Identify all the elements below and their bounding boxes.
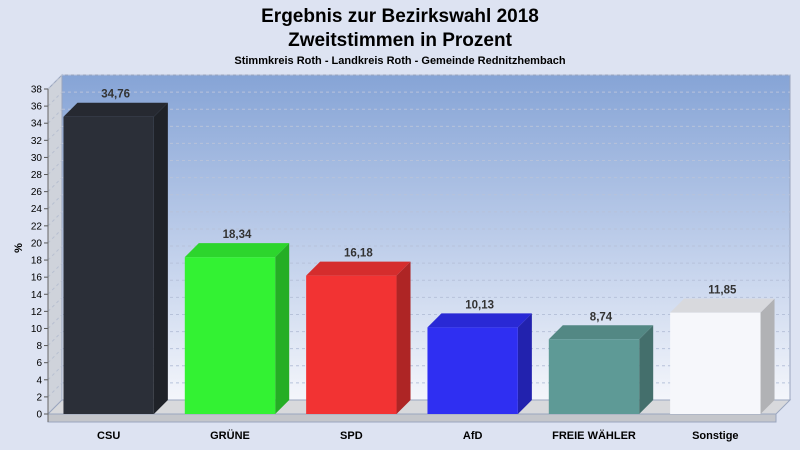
y-tick-label: 22 — [31, 221, 43, 232]
x-category-label: Sonstige — [692, 430, 738, 442]
y-tick-label: 14 — [31, 290, 43, 301]
bar-value-label: 16,18 — [344, 248, 373, 260]
y-tick-label: 34 — [31, 119, 43, 130]
y-axis-label: % — [13, 243, 25, 253]
y-tick-label: 10 — [31, 324, 43, 335]
y-tick-label: 30 — [31, 153, 43, 164]
bar-value-label: 11,85 — [708, 285, 737, 297]
bar-afd: 10,13 — [427, 299, 532, 414]
bar-top — [670, 298, 775, 313]
bar-top — [184, 243, 290, 258]
y-tick-label: 28 — [31, 170, 43, 181]
y-tick-label: 32 — [31, 136, 43, 147]
bar-spd: 16,18 — [306, 248, 411, 414]
y-tick-label: 8 — [36, 341, 42, 352]
y-tick-label: 12 — [31, 307, 43, 318]
plot-back-wall — [61, 74, 791, 401]
x-category-label: CSU — [97, 430, 120, 442]
x-category-label: FREIE WÄHLER — [552, 429, 636, 442]
y-tick-label: 18 — [31, 256, 43, 267]
bar-front — [548, 339, 640, 414]
bar-csu: 34,76 — [63, 89, 168, 415]
bar-freie-wähler: 8,74 — [548, 311, 654, 414]
bar-value-label: 8,74 — [590, 311, 613, 323]
bar-value-label: 10,13 — [465, 299, 494, 311]
plot-floor-edge — [47, 413, 777, 423]
x-axis: CSU GRÜNE SPD AfD FREIE WÄHLER Sonstige — [97, 429, 739, 442]
y-tick-label: 36 — [31, 102, 43, 113]
bars: 34,76 18,34 16,18 10,13 8,74 11,85 — [63, 89, 775, 415]
chart-title-line2: Zweitstimmen in Prozent — [288, 30, 512, 51]
bar-top — [548, 325, 654, 340]
x-category-label: SPD — [340, 430, 363, 442]
bar-side — [396, 261, 411, 414]
y-tick-label: 24 — [31, 204, 43, 215]
bar-top — [63, 102, 168, 117]
x-category-label: AfD — [463, 430, 483, 442]
chart-title-line1: Ergebnis zur Bezirkswahl 2018 — [261, 6, 539, 27]
bar-front — [427, 327, 518, 414]
y-tick-label: 38 — [31, 85, 43, 96]
y-tick-label: 2 — [36, 392, 42, 403]
bar-grüne: 18,34 — [184, 229, 290, 414]
bar-value-label: 34,76 — [101, 89, 130, 101]
plot-area — [46, 73, 792, 423]
bar-value-label: 18,34 — [223, 229, 252, 241]
y-tick-label: 26 — [31, 187, 43, 198]
bar-side — [639, 325, 654, 414]
y-tick-label: 4 — [36, 375, 42, 386]
x-category-label: GRÜNE — [210, 429, 250, 442]
bar-side — [517, 313, 532, 414]
bar-sonstige: 11,85 — [670, 285, 775, 414]
bar-front — [306, 275, 397, 414]
bar-top — [306, 261, 411, 276]
bar-side — [275, 243, 290, 414]
grid-lines — [47, 74, 790, 398]
bar-front — [63, 116, 154, 415]
y-tick-label: 6 — [36, 358, 42, 369]
bar-side — [760, 298, 775, 414]
y-tick-label: 16 — [31, 273, 43, 284]
y-tick-label: 0 — [36, 410, 42, 421]
bar-side — [153, 102, 168, 415]
bar-front — [670, 312, 761, 414]
bar-top — [427, 313, 532, 328]
chart-subtitle: Stimmkreis Roth - Landkreis Roth - Gemei… — [234, 55, 566, 67]
plot-side-wall — [47, 73, 63, 416]
bar-front — [184, 257, 276, 414]
y-tick-label: 20 — [31, 238, 43, 249]
